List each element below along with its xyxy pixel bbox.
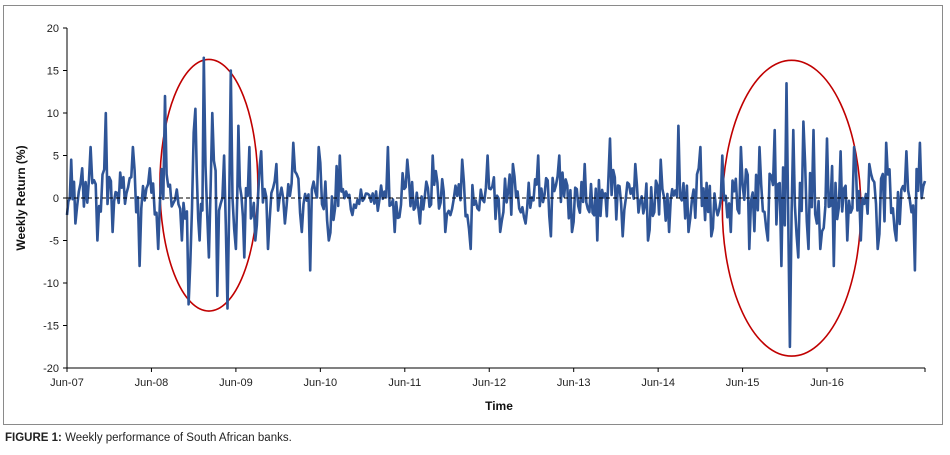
chart-frame: -20 -15 -10 -5 0 5 10 15 20 Jun-07 Jun-08 Jun-09 Jun…: [3, 5, 943, 425]
y-tick-label: -10: [43, 278, 59, 290]
y-tick-label: 15: [47, 66, 59, 78]
x-tick-label: Jun-07: [50, 377, 84, 389]
figure-caption-label: FIGURE 1:: [5, 432, 62, 444]
weekly-return-chart: -20 -15 -10 -5 0 5 10 15 20 Jun-07 Jun-08 Jun-09 Jun…: [14, 23, 927, 413]
x-tick-label: Jun-13: [557, 377, 591, 389]
figure-caption-text: Weekly performance of South African bank…: [61, 432, 292, 444]
highlight-ellipse: [159, 58, 259, 312]
x-tick-label: Jun-09: [219, 377, 253, 389]
figure-caption: FIGURE 1: Weekly performance of South Af…: [5, 432, 292, 444]
y-tick-label: 5: [53, 151, 59, 163]
x-tick-label: Jun-10: [304, 377, 338, 389]
x-tick-label: Jun-15: [726, 377, 760, 389]
y-tick-label: 20: [47, 23, 59, 35]
x-tick-label: Jun-11: [388, 377, 421, 389]
x-tick-label: Jun-16: [810, 377, 844, 389]
x-tick-label: Jun-14: [641, 377, 675, 389]
series-line: [65, 56, 927, 349]
y-tick-label: -15: [43, 321, 59, 333]
y-tick-label: -5: [49, 236, 59, 248]
x-tick-label: Jun-12: [472, 377, 506, 389]
y-tick-label: -20: [43, 363, 59, 375]
axes-layer: -20 -15 -10 -5 0 5 10 15 20 Jun-07 Jun-08 Jun-09 Jun…: [43, 23, 926, 389]
y-tick-label: 0: [53, 193, 59, 205]
y-tick-label: 10: [47, 108, 59, 120]
x-tick-label: Jun-08: [135, 377, 169, 389]
x-axis-title: Time: [485, 399, 513, 413]
y-axis-title: Weekly Return (%): [14, 145, 28, 250]
series-layer: [65, 56, 927, 349]
